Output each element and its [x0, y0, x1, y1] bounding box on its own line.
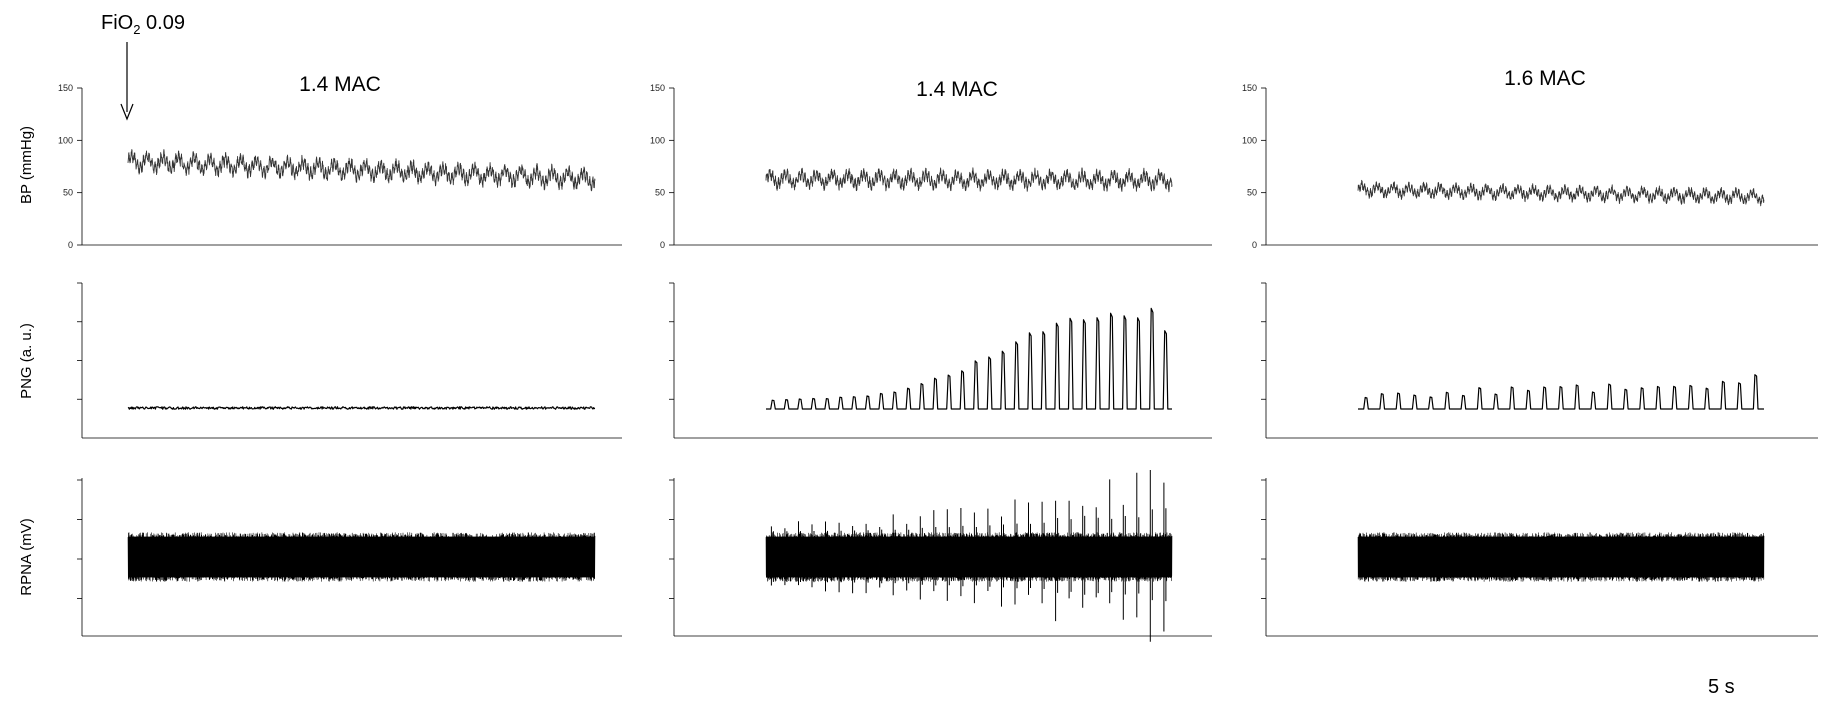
- bp-y-tick-label-3-150: 150: [1242, 83, 1257, 93]
- bp-trace-2: [765, 167, 1173, 193]
- bp-y-tick-label-1-100: 100: [58, 135, 73, 145]
- panel-title-1: 1.4 MAC: [299, 73, 381, 96]
- rpna-trace-1: [127, 532, 596, 582]
- fio2-value: 0.09: [140, 12, 184, 34]
- png-trace-3: [1358, 374, 1764, 410]
- bp-y-tick-label-3-0: 0: [1252, 240, 1257, 250]
- png-trace-2: [766, 307, 1172, 410]
- bp-y-tick-label-1-50: 50: [63, 188, 73, 198]
- plot-area: 0 50 100 150 0 50 100 150 0 50 100 150: [58, 83, 1818, 642]
- bp-trace-3: [1357, 179, 1765, 207]
- fio2-subscript: 2: [133, 22, 140, 37]
- rpna-trace-2: [765, 532, 1173, 582]
- bp-y-tick-label-3-100: 100: [1242, 135, 1257, 145]
- bp-trace-1: [127, 149, 596, 192]
- fio2-arrow-head: [120, 103, 134, 121]
- fio2-label: FiO: [101, 12, 133, 34]
- bp-y-tick-label-2-0: 0: [660, 240, 665, 250]
- rpna-trace-3: [1357, 532, 1765, 582]
- png-trace-1: [127, 406, 596, 410]
- scale-bar-label: 5 s: [1708, 676, 1735, 698]
- rpna-spikes-2: [770, 470, 1167, 642]
- fio2-annotation: FiO2 0.09: [101, 12, 185, 37]
- row-label-rpna: RPNA (mV): [18, 518, 35, 596]
- bp-y-tick-label-2-150: 150: [650, 83, 665, 93]
- bp-y-tick-label-1-0: 0: [68, 240, 73, 250]
- panel-title-3: 1.6 MAC: [1504, 67, 1586, 90]
- bp-y-tick-label-3-50: 50: [1247, 188, 1257, 198]
- row-label-png: PNG (a. u.): [18, 323, 35, 399]
- bp-y-tick-label-2-50: 50: [655, 188, 665, 198]
- bp-y-tick-label-1-150: 150: [58, 83, 73, 93]
- panel-title-2: 1.4 MAC: [916, 78, 998, 101]
- row-label-bp: BP (mmHg): [18, 126, 35, 204]
- bp-y-tick-label-2-100: 100: [650, 135, 665, 145]
